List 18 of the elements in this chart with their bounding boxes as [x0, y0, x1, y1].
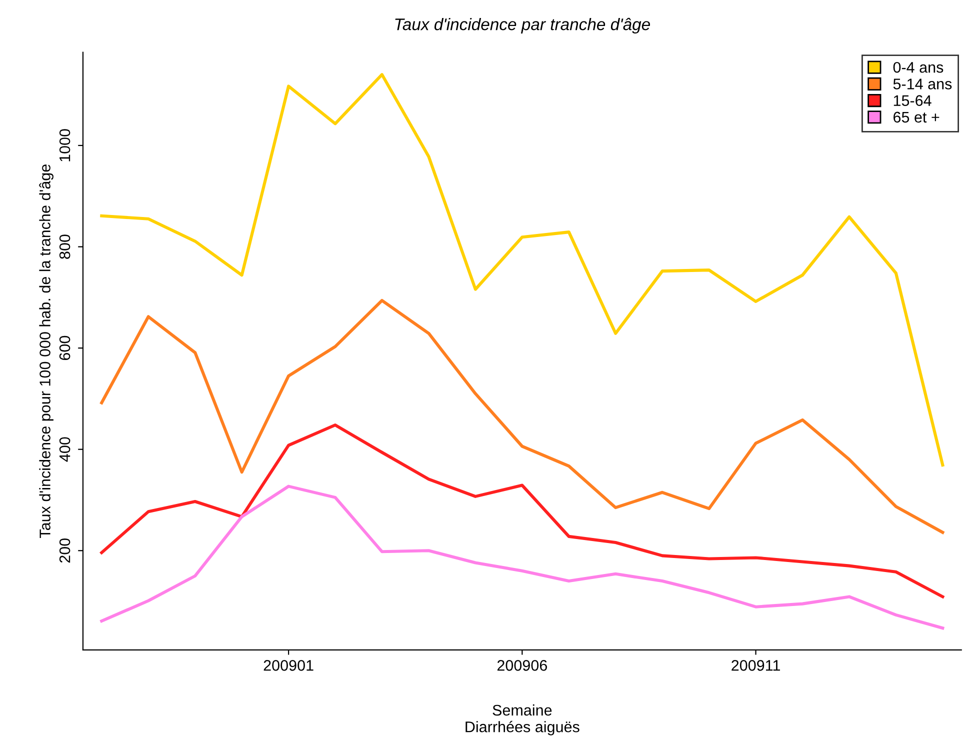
y-tick-label: 600 — [59, 336, 70, 360]
legend-label: 65 et + — [894, 112, 940, 123]
y-tick-label: 800 — [59, 234, 70, 259]
chart-title: Taux d'incidence par tranche d'âge — [395, 18, 650, 34]
x-axis-title: Semaine Diarrhées aiguës — [466, 704, 580, 736]
line-series — [100, 298, 944, 534]
legend-label: 0-4 ans — [893, 62, 944, 73]
x-tick-label: 200911 — [732, 660, 780, 671]
legend-label: 15-64 — [894, 95, 932, 106]
y-tick-label: 1000 — [59, 129, 70, 162]
legend-label: 5-14 ans — [893, 78, 952, 90]
x-tick-label: 200901 — [264, 660, 314, 671]
y-tick-label: 200 — [59, 538, 70, 563]
y-axis-title: Taux d'incidence pour 100 000 hab. de la tranche d'âge — [39, 164, 54, 538]
y-tick-label: 400 — [59, 437, 70, 462]
line-series — [100, 424, 944, 598]
line-series — [100, 484, 944, 630]
x-tick-label: 200906 — [497, 660, 547, 671]
